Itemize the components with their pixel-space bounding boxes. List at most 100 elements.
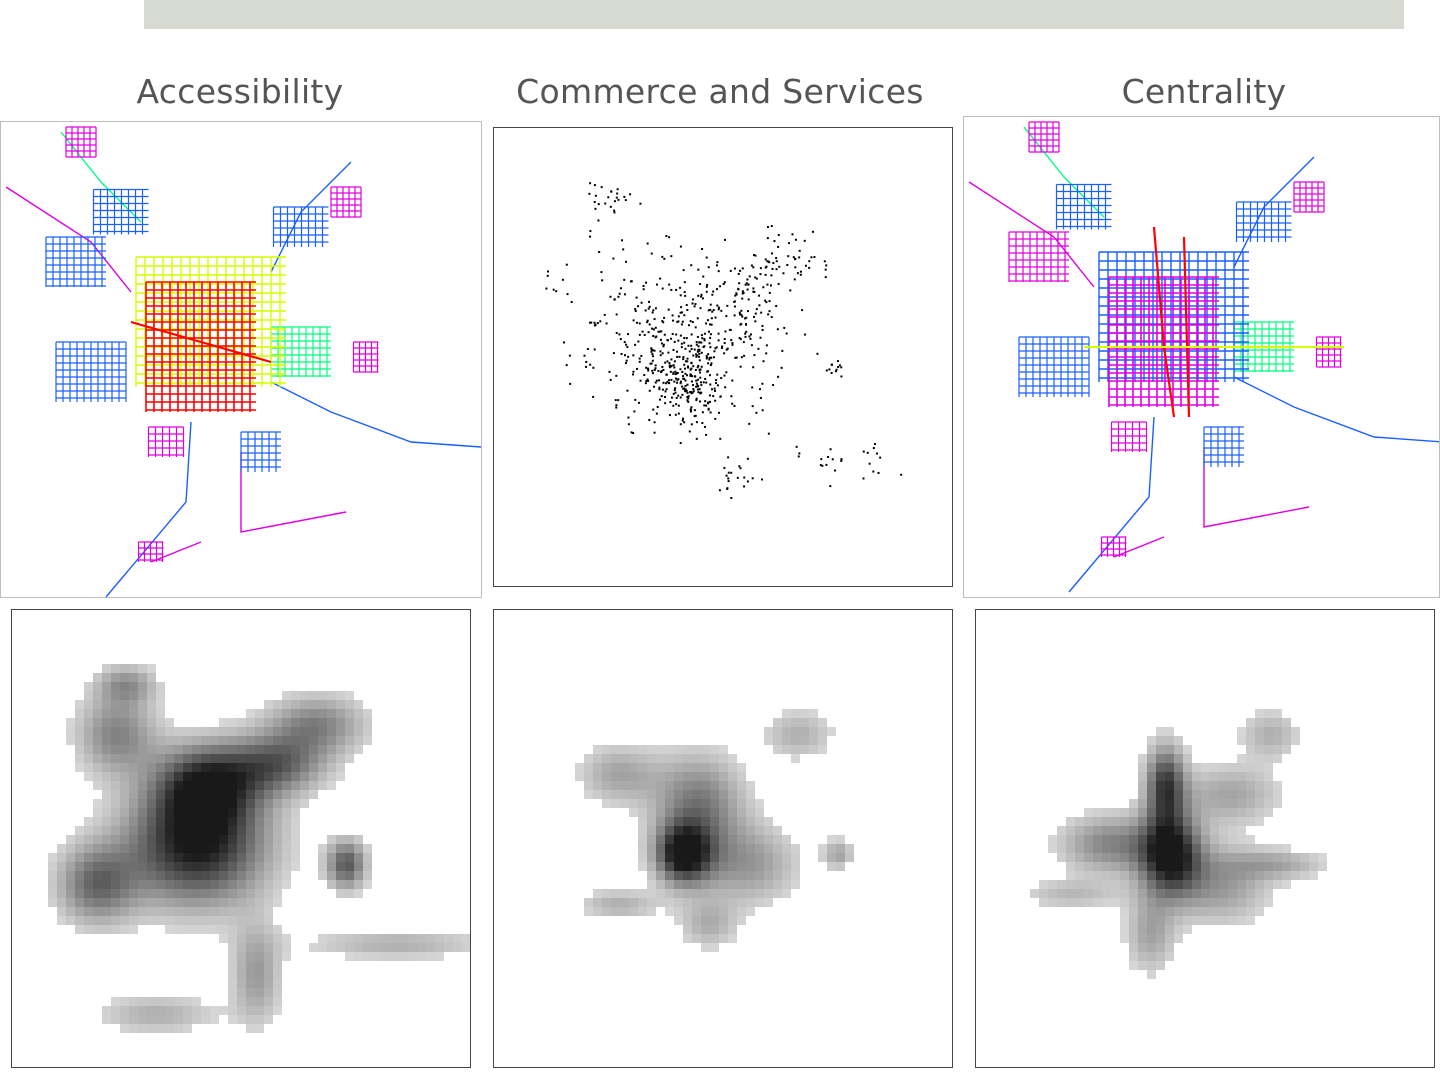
density-cell [120, 781, 129, 790]
density-cell [102, 727, 111, 736]
commerce-point [750, 264, 753, 267]
density-cell [318, 844, 327, 853]
density-cell [147, 889, 156, 898]
density-cell [228, 754, 237, 763]
density-cell [147, 997, 156, 1006]
density-cell [66, 718, 75, 727]
density-cell [1228, 916, 1237, 925]
density-cell [809, 709, 818, 718]
density-cell [210, 754, 219, 763]
commerce-point [720, 347, 723, 350]
density-cell [138, 763, 147, 772]
commerce-point [679, 442, 682, 445]
density-cell [264, 880, 273, 889]
commerce-point [653, 431, 656, 434]
density-cell [683, 853, 692, 862]
density-cell [57, 889, 66, 898]
density-cell [1246, 844, 1255, 853]
commerce-point [696, 335, 699, 338]
density-cell [192, 925, 201, 934]
density-cell [719, 925, 728, 934]
commerce-point [661, 255, 664, 258]
commerce-point [684, 379, 687, 382]
density-cell [1255, 853, 1264, 862]
density-cell [228, 934, 237, 943]
density-cell [845, 844, 854, 853]
density-cell [120, 907, 129, 916]
density-cell [773, 853, 782, 862]
density-cell [48, 880, 57, 889]
density-cell [255, 772, 264, 781]
density-cell [674, 781, 683, 790]
radial-road-sw [1113, 536, 1165, 558]
density-cell [1210, 898, 1219, 907]
commerce-point [622, 248, 625, 251]
commerce-point [840, 375, 843, 378]
commerce-point [821, 464, 824, 467]
commerce-point [615, 374, 618, 377]
density-cell [674, 817, 683, 826]
density-cell [647, 853, 656, 862]
density-cell [1156, 898, 1165, 907]
density-cell [237, 889, 246, 898]
density-cell [192, 790, 201, 799]
commerce-point [872, 470, 875, 473]
density-cell [791, 862, 800, 871]
density-cell [84, 889, 93, 898]
commerce-point [735, 293, 738, 296]
density-cell [692, 916, 701, 925]
commerce-point [677, 339, 680, 342]
density-cell [1075, 835, 1084, 844]
density-cell [120, 700, 129, 709]
density-cell [1246, 727, 1255, 736]
density-cell [1120, 844, 1129, 853]
density-cell [399, 934, 408, 943]
density-cell [656, 898, 665, 907]
commerce-point [619, 338, 622, 341]
commerce-point [664, 402, 667, 405]
density-cell [183, 727, 192, 736]
density-cell [264, 943, 273, 952]
density-cell [773, 826, 782, 835]
density-cell [300, 754, 309, 763]
density-cell [57, 871, 66, 880]
density-cell [300, 700, 309, 709]
density-cell [138, 835, 147, 844]
density-cell [219, 835, 228, 844]
density-cell [1246, 871, 1255, 880]
density-cell [575, 763, 584, 772]
commerce-point [690, 410, 693, 413]
commerce-point [686, 308, 689, 311]
density-cell [1111, 817, 1120, 826]
density-cell [1237, 880, 1246, 889]
commerce-point [691, 298, 694, 301]
density-cell [683, 763, 692, 772]
density-cell [1102, 862, 1111, 871]
density-cell [584, 763, 593, 772]
density-cell [737, 853, 746, 862]
commerce-point [836, 360, 839, 363]
commerce-point [764, 299, 767, 302]
density-cell [1210, 817, 1219, 826]
density-cell [246, 763, 255, 772]
density-cell [782, 709, 791, 718]
commerce-point [739, 269, 742, 272]
commerce-point [552, 288, 555, 291]
density-cell [656, 745, 665, 754]
density-cell [156, 781, 165, 790]
commerce-point [653, 385, 656, 388]
density-cell [1156, 835, 1165, 844]
density-cell [219, 916, 228, 925]
density-cell [647, 862, 656, 871]
density-cell [1246, 745, 1255, 754]
commerce-point [703, 425, 706, 428]
commerce-point [627, 423, 630, 426]
density-cell [246, 835, 255, 844]
density-cell [1273, 754, 1282, 763]
commerce-point [645, 380, 648, 383]
density-cell [1237, 727, 1246, 736]
density-cell [111, 835, 120, 844]
density-cell [390, 952, 399, 961]
commerce-point [777, 233, 780, 236]
density-cell [1147, 853, 1156, 862]
